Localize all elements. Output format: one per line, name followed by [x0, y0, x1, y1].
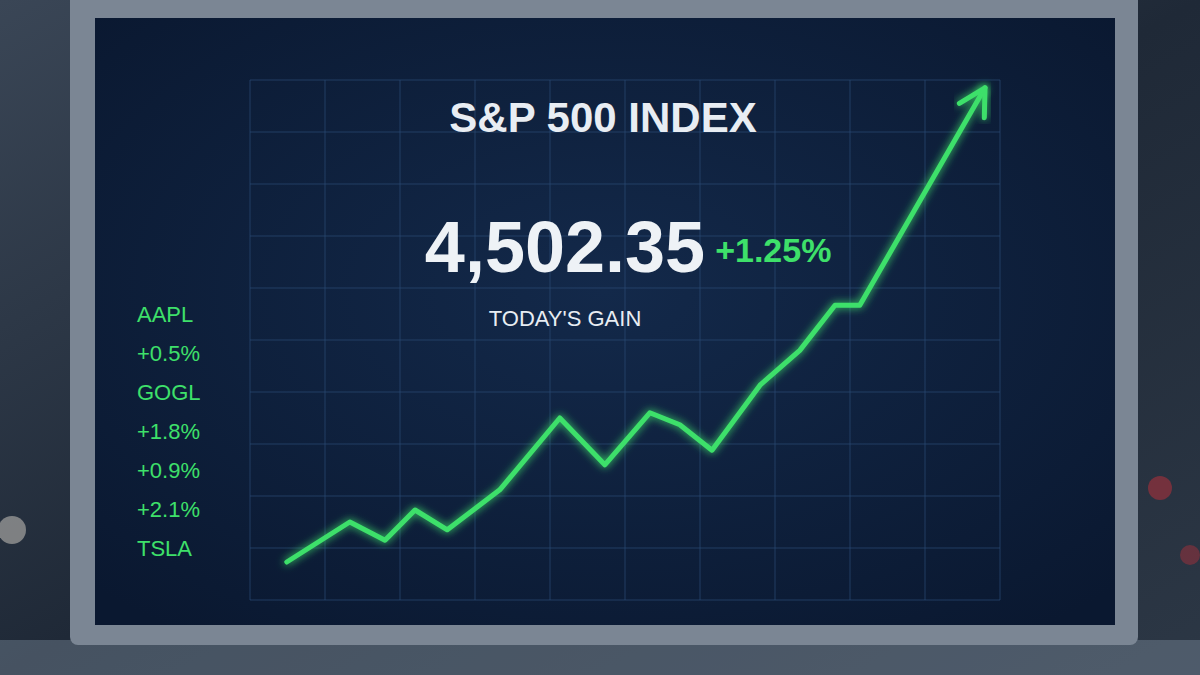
grid-line — [250, 496, 1000, 497]
screen — [95, 18, 1115, 625]
grid-line — [250, 600, 1000, 601]
bokeh — [0, 516, 26, 544]
grid-line — [250, 184, 1000, 185]
monitor-bezel — [70, 0, 1138, 645]
index-change: +1.25% — [715, 231, 831, 269]
grid-line — [250, 288, 1000, 289]
ticker-item: +0.5% — [137, 341, 200, 366]
ticker-item: AAPL — [137, 302, 193, 327]
title: S&P 500 INDEX — [449, 94, 756, 141]
ticker-item: GOGL — [137, 380, 201, 405]
bokeh — [1180, 545, 1200, 565]
grid-line — [250, 340, 1000, 341]
index-line — [287, 88, 985, 562]
grid-line — [250, 548, 1000, 549]
arrow-head — [959, 88, 985, 118]
grid — [250, 80, 1000, 600]
desk — [0, 640, 1200, 675]
change-caption: TODAY'S GAIN — [489, 306, 642, 331]
index-value: 4,502.35 — [425, 207, 705, 287]
bokeh — [1148, 476, 1172, 500]
canvas: S&P 500 INDEX 4,502.35 +1.25% TODAY'S GAIN A… — [0, 0, 1200, 675]
plot-area — [287, 88, 985, 562]
background — [0, 0, 1200, 675]
grid-line — [250, 80, 1000, 81]
ticker-item: +1.8% — [137, 419, 200, 444]
ticker-item: +0.9% — [137, 458, 200, 483]
grid-line — [250, 392, 1000, 393]
ticker-item: +2.1% — [137, 497, 200, 522]
ticker-item: TSLA — [137, 536, 192, 561]
